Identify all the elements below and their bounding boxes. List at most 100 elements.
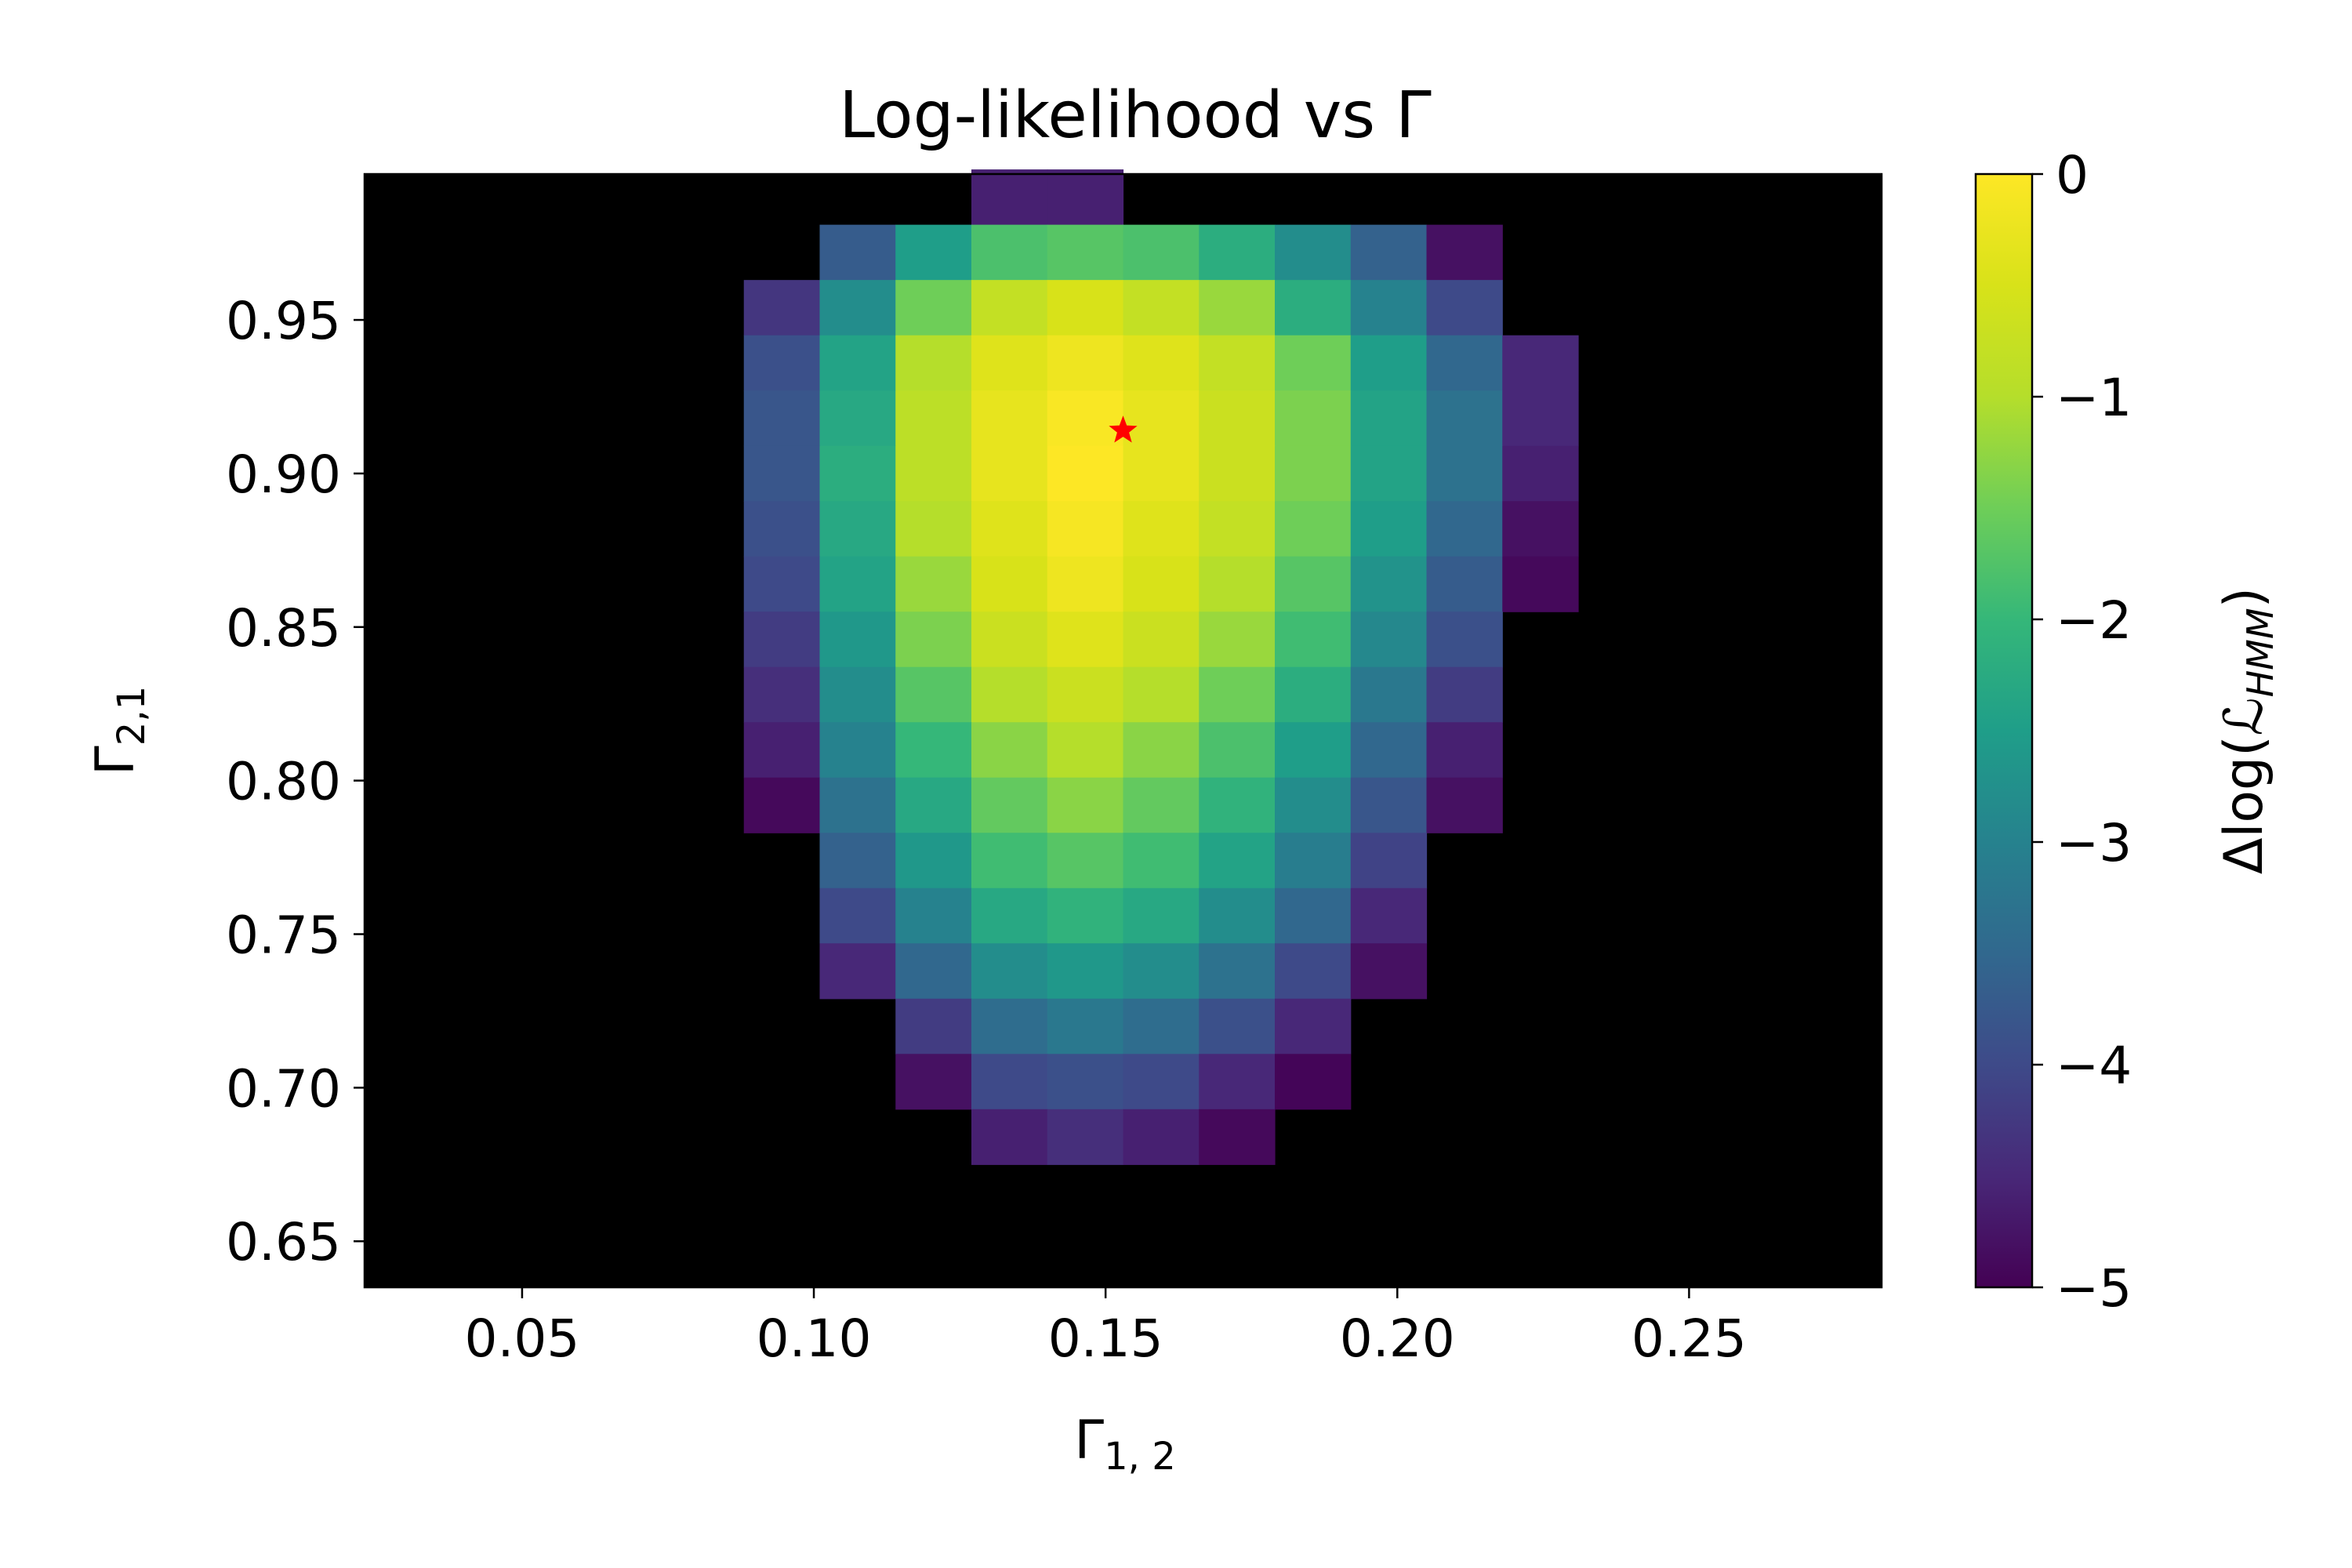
heatmap-cell — [743, 777, 821, 833]
heatmap-cell — [1275, 501, 1352, 557]
heatmap-cell — [1123, 556, 1200, 612]
heatmap-cell — [1275, 445, 1352, 502]
heatmap-cell — [1275, 556, 1352, 612]
heatmap-cell — [1275, 390, 1352, 447]
heatmap-cell — [819, 666, 896, 723]
x-axis-label-subscript: 1, 2 — [1104, 1435, 1176, 1479]
heatmap-cell — [971, 612, 1048, 668]
heatmap-cell — [1199, 556, 1276, 612]
heatmap-cell — [819, 722, 896, 779]
heatmap-cell — [971, 556, 1048, 612]
heatmap-cell — [1350, 501, 1428, 557]
heatmap-cell — [1123, 612, 1200, 668]
heatmap-cell — [1275, 943, 1352, 1000]
heatmap-cell — [895, 501, 972, 557]
heatmap-cell — [1426, 390, 1503, 447]
heatmap-cell — [743, 335, 821, 391]
heatmap-cell — [1123, 943, 1200, 1000]
heatmap-cell — [1047, 1109, 1124, 1165]
heatmap-cell — [1350, 887, 1428, 944]
heatmap-cell — [895, 722, 972, 779]
heatmap-cell — [819, 556, 896, 612]
y-tick-label: 0.95 — [226, 291, 341, 351]
heatmap-cell — [1047, 445, 1124, 502]
heatmap-cell — [895, 943, 972, 1000]
heatmap-cell — [1123, 1054, 1200, 1110]
heatmap-cell — [743, 556, 821, 612]
heatmap-cell — [819, 280, 896, 336]
heatmap-cell — [1047, 501, 1124, 557]
x-tick-label: 0.15 — [1048, 1308, 1163, 1369]
heatmap-cell — [1199, 335, 1276, 391]
heatmap-cell — [1502, 335, 1579, 391]
heatmap-cell — [1275, 335, 1352, 391]
heatmap-cell — [971, 445, 1048, 502]
heatmap-cell — [819, 777, 896, 833]
heatmap-cell — [1123, 722, 1200, 779]
heatmap-cell — [895, 445, 972, 502]
heatmap-cell — [1123, 445, 1200, 502]
heatmap-cell — [1047, 1054, 1124, 1110]
heatmap-cell — [971, 887, 1048, 944]
colorbar-label-prefix: Δlog( — [2213, 735, 2275, 874]
heatmap-cell — [971, 169, 1048, 226]
heatmap-cell — [895, 1054, 972, 1110]
colorbar-tick-label: −3 — [2056, 813, 2132, 873]
heatmap-cell — [1123, 887, 1200, 944]
heatmap-cell — [1047, 280, 1124, 336]
heatmap-cell — [1047, 556, 1124, 612]
heatmap-cell — [743, 445, 821, 502]
y-tick-label: 0.85 — [226, 598, 341, 659]
heatmap-cell — [971, 335, 1048, 391]
heatmap-cell — [895, 280, 972, 336]
heatmap-cell — [1123, 1109, 1200, 1165]
heatmap-cell — [1275, 224, 1352, 281]
colorbar-label-subscript: HMM — [2239, 608, 2281, 697]
heatmap-cell — [971, 943, 1048, 1000]
heatmap-cell — [1047, 612, 1124, 668]
heatmap-cell — [1275, 722, 1352, 779]
heatmap-cell — [1275, 998, 1352, 1054]
heatmap-cell — [1502, 390, 1579, 447]
heatmap-cell — [1350, 390, 1428, 447]
heatmap-cell — [1426, 612, 1503, 668]
heatmap-cells — [743, 169, 1579, 1165]
heatmap-cell — [895, 666, 972, 723]
heatmap-cell — [1047, 722, 1124, 779]
heatmap-cell — [1426, 280, 1503, 336]
heatmap-cell — [1275, 1054, 1352, 1110]
heatmap-cell — [1199, 280, 1276, 336]
colorbar-tick-label: 0 — [2056, 145, 2089, 205]
heatmap-cell — [819, 943, 896, 1000]
y-axis-label-subscript: 2,1 — [110, 686, 154, 746]
heatmap-cell — [895, 390, 972, 447]
heatmap-cell — [1123, 390, 1200, 447]
heatmap-cell — [1275, 777, 1352, 833]
heatmap-cell — [1047, 169, 1124, 226]
heatmap-cell — [895, 556, 972, 612]
heatmap-cell — [895, 887, 972, 944]
colorbar-tick-label: −5 — [2056, 1258, 2132, 1319]
heatmap-cell — [1426, 501, 1503, 557]
heatmap-cell — [1275, 280, 1352, 336]
heatmap-cell — [819, 887, 896, 944]
heatmap-cell — [1047, 943, 1124, 1000]
heatmap-cell — [1123, 666, 1200, 723]
heatmap-cell — [895, 833, 972, 889]
heatmap-cell — [1047, 224, 1124, 281]
heatmap-cell — [1047, 335, 1124, 391]
heatmap-cell — [1502, 445, 1579, 502]
heatmap-cell — [743, 666, 821, 723]
heatmap-cell — [1199, 666, 1276, 723]
heatmap-cell — [971, 666, 1048, 723]
colorbar-tick-label: −4 — [2056, 1036, 2132, 1096]
heatmap-cell — [1350, 943, 1428, 1000]
heatmap-cell — [819, 833, 896, 889]
heatmap-cell — [895, 998, 972, 1054]
heatmap-cell — [1123, 224, 1200, 281]
y-tick-label: 0.90 — [226, 445, 341, 505]
heatmap-cell — [1047, 833, 1124, 889]
heatmap-cell — [1350, 445, 1428, 502]
heatmap-cell — [743, 722, 821, 779]
plot-frame — [363, 172, 1883, 1289]
